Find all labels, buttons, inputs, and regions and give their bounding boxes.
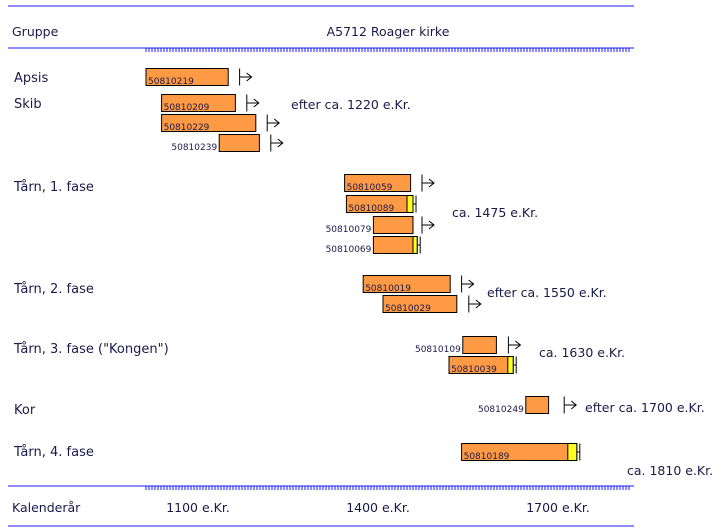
sample-id-label: 50810079 <box>326 225 372 235</box>
sample-50810059: 50810059 <box>344 174 435 193</box>
heartwood-bar <box>161 94 236 112</box>
sample-50810069: 50810069 <box>326 236 421 255</box>
group-1: Skib efter ca. 1220 e.Kr. 50810209 50810229… <box>14 94 411 153</box>
group-0: Apsis 50810219 <box>14 68 253 87</box>
x-tick-labels: 1100 e.Kr. 1400 e.Kr. 1700 e.Kr. <box>166 500 590 515</box>
sample-50810109: 50810109 <box>415 336 522 355</box>
group-4: Tårn, 3. fase ("Kongen") ca. 1630 e.Kr. 50… <box>13 336 625 375</box>
sample-id-label: 50810039 <box>451 365 497 375</box>
sample-50810209: 50810209 <box>161 94 260 113</box>
bottom-tick-ruler <box>145 486 630 490</box>
felling-arrow-head <box>468 279 475 289</box>
heartwood-bar <box>218 134 260 152</box>
felling-arrow-head <box>428 178 435 188</box>
felling-arrow-head <box>246 72 253 82</box>
sample-50810229: 50810229 <box>161 114 281 133</box>
x-tick-label: 1700 e.Kr. <box>526 500 590 515</box>
sapwood-bar <box>567 443 578 461</box>
heartwood-bar <box>344 174 412 192</box>
sample-50810079: 50810079 <box>326 216 435 235</box>
group-label: Skib <box>14 97 42 112</box>
dating-label: ca. 1630 e.Kr. <box>539 345 625 360</box>
heartwood-bar <box>372 216 414 234</box>
felling-arrow-head <box>428 220 435 230</box>
dating-label: efter ca. 1220 e.Kr. <box>291 97 411 112</box>
heartwood-bar <box>462 336 497 354</box>
dating-label: ca. 1810 e.Kr. <box>627 463 713 478</box>
group-label: Tårn, 3. fase ("Kongen") <box>13 342 169 357</box>
sample-id-label: 50810249 <box>478 405 524 415</box>
felling-arrow-head <box>570 400 578 410</box>
sample-id-label: 50810209 <box>164 103 210 113</box>
group-3: Tårn, 2. fase efter ca. 1550 e.Kr. 5081001… <box>13 275 607 314</box>
heartwood-bar <box>372 236 418 254</box>
sample-50810249: 50810249 <box>478 396 578 415</box>
sample-50810219: 50810219 <box>145 68 253 87</box>
dating-label: efter ca. 1700 e.Kr. <box>585 400 705 415</box>
group-6: Tårn, 4. fase ca. 1810 e.Kr. 50810189 <box>13 443 713 478</box>
group-label: Kor <box>14 403 36 418</box>
sample-groups: Apsis 50810219 Skib efter ca. 1220 e.Kr. 508… <box>13 68 713 478</box>
sample-50810019: 50810019 <box>362 275 475 294</box>
heartwood-bar <box>145 68 229 86</box>
heartwood-bar <box>362 275 451 293</box>
sample-id-label: 50810109 <box>415 345 461 355</box>
sample-id-label: 50810239 <box>171 143 217 153</box>
sample-50810029: 50810029 <box>382 295 482 314</box>
sample-50810089: 50810089 <box>345 195 417 214</box>
heartwood-bar <box>161 114 257 132</box>
felling-arrow-head <box>475 299 482 309</box>
top-tick-ruler <box>145 48 630 52</box>
sapwood-bar <box>406 195 414 213</box>
x-axis-label: Kalenderår <box>12 500 81 515</box>
sample-50810039: 50810039 <box>448 356 517 375</box>
sample-id-label: 50810189 <box>464 452 510 462</box>
chart-title: A5712 Roager kirke <box>327 24 450 39</box>
sample-id-label: 50810229 <box>164 123 210 133</box>
felling-arrow-head <box>273 118 281 128</box>
group-label: Tårn, 4. fase <box>13 445 94 460</box>
x-tick-label: 1100 e.Kr. <box>166 500 230 515</box>
group-5: Kor efter ca. 1700 e.Kr. 50810249 <box>14 396 705 418</box>
dating-label: efter ca. 1550 e.Kr. <box>487 285 607 300</box>
sample-50810239: 50810239 <box>171 134 284 153</box>
group-2: Tårn, 1. fase ca. 1475 e.Kr. 50810059 50810… <box>13 174 538 255</box>
felling-arrow-head <box>253 98 260 108</box>
sample-id-label: 50810069 <box>326 245 372 255</box>
sample-50810189: 50810189 <box>461 443 581 462</box>
sample-id-label: 50810029 <box>385 304 431 314</box>
column-header-group: Gruppe <box>12 24 59 39</box>
sapwood-bar <box>412 236 418 254</box>
sapwood-bar <box>507 356 514 374</box>
dating-label: ca. 1475 e.Kr. <box>452 205 538 220</box>
felling-arrow-head <box>277 138 284 148</box>
group-label: Tårn, 2. fase <box>13 282 94 297</box>
sample-id-label: 50810089 <box>348 204 394 214</box>
heartwood-bar <box>525 396 550 414</box>
x-tick-label: 1400 e.Kr. <box>346 500 410 515</box>
group-label: Tårn, 1. fase <box>13 180 94 195</box>
sample-id-label: 50810059 <box>347 183 393 193</box>
sample-id-label: 50810219 <box>148 77 194 87</box>
group-label: Apsis <box>14 71 49 86</box>
heartwood-bar <box>382 295 458 313</box>
felling-arrow-head <box>515 340 522 350</box>
sample-id-label: 50810019 <box>365 284 411 294</box>
